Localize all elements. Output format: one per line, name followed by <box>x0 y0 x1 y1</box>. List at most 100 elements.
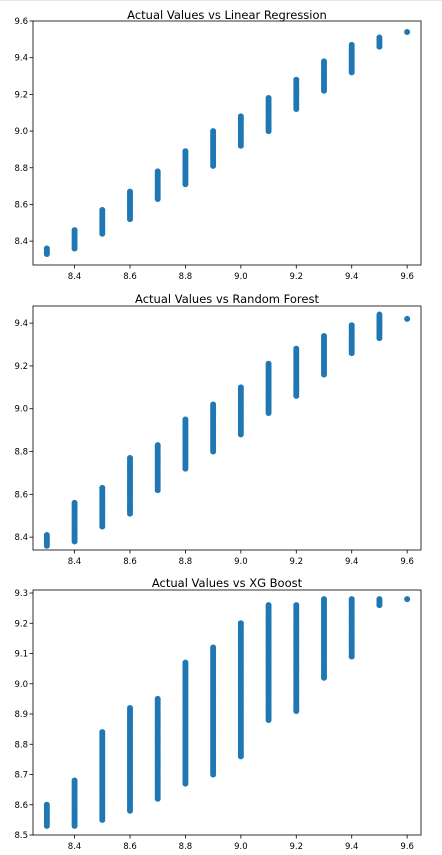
x-tick-label: 8.4 <box>68 842 82 850</box>
x-tick-label: 8.6 <box>123 272 137 282</box>
scatter-point <box>348 653 355 660</box>
x-tick-label: 8.6 <box>123 842 137 850</box>
chart-title: Actual Values vs Random Forest <box>135 292 319 306</box>
scatter-point <box>154 195 161 202</box>
scatter-point <box>376 335 383 342</box>
scatter-point <box>265 717 272 724</box>
scatter-point <box>182 465 189 472</box>
y-tick-label: 8.5 <box>14 831 28 841</box>
chart-panel-1: Actual Values vs Linear Regression 8.4 8.6… <box>14 8 422 282</box>
y-tick-label: 9.4 <box>14 319 28 329</box>
scatter-point <box>99 816 106 823</box>
chart-panel-3: Actual Values vs XG Boost 8.4 8.6 8.8 9.0 9.2… <box>14 576 422 852</box>
scatter-point <box>293 106 300 113</box>
scatter-point <box>182 181 189 188</box>
y-tick-label: 9.1 <box>14 650 28 660</box>
x-tick-label: 9.2 <box>290 272 304 282</box>
scatter-point <box>321 371 327 378</box>
x-tick-label: 9.2 <box>290 842 304 850</box>
x-tick-label: 9.0 <box>234 557 248 567</box>
y-axis: 8.4 8.6 8.8 9.0 9.2 9.4 9.6 <box>14 17 33 247</box>
scatter-points <box>43 596 411 829</box>
y-axis: 8.4 8.6 8.8 9.0 9.2 9.4 <box>14 319 33 543</box>
y-tick-label: 9.0 <box>14 680 28 690</box>
scatter-point <box>127 510 133 517</box>
chart-title: Actual Values vs XG Boost <box>152 576 303 590</box>
x-tick-label: 9.2 <box>290 557 304 567</box>
scatter-point <box>321 674 327 681</box>
x-tick-label: 8.6 <box>123 557 137 567</box>
y-tick-label: 9.4 <box>14 54 28 64</box>
y-tick-label: 8.4 <box>14 533 28 543</box>
top-divider <box>0 0 442 1</box>
scatter-point <box>99 523 106 530</box>
scatter-point <box>99 230 106 237</box>
x-tick-label: 9.6 <box>400 272 414 282</box>
y-tick-label: 8.8 <box>14 448 28 458</box>
scatter-point <box>293 392 300 399</box>
scatter-point <box>43 542 50 549</box>
scatter-point <box>43 250 50 257</box>
scatter-point <box>265 410 272 417</box>
y-tick-label: 9.2 <box>14 90 28 100</box>
scatter-point <box>71 538 78 545</box>
scatter-point <box>210 771 217 778</box>
scatter-point <box>293 707 300 714</box>
scatter-point <box>376 43 383 50</box>
y-tick-label: 8.4 <box>14 237 28 247</box>
x-axis: 8.4 8.6 8.8 9.0 9.2 9.4 9.6 <box>68 835 414 852</box>
plot-frame <box>32 589 422 836</box>
chart-title: Actual Values vs Linear Regression <box>127 8 327 22</box>
x-tick-label: 9.4 <box>345 842 359 850</box>
scatter-point <box>265 128 272 135</box>
plot-frame <box>32 305 422 551</box>
x-tick-label: 8.4 <box>68 557 82 567</box>
scatter-point <box>182 780 189 787</box>
x-tick-label: 8.8 <box>179 272 193 282</box>
y-tick-label: 8.6 <box>14 801 28 811</box>
y-axis: 8.5 8.6 8.7 8.8 8.9 9.0 9.1 9.2 9.3 <box>14 589 33 841</box>
scatter-point <box>127 216 133 223</box>
x-tick-label: 8.8 <box>179 842 193 850</box>
y-tick-label: 9.0 <box>14 127 28 137</box>
scatter-point <box>127 807 133 814</box>
scatter-point <box>237 431 244 438</box>
y-tick-label: 9.2 <box>14 619 28 629</box>
scatter-point <box>210 448 217 455</box>
plot-frame <box>32 20 422 266</box>
y-tick-label: 9.3 <box>14 589 28 599</box>
x-tick-label: 9.6 <box>400 557 414 567</box>
y-tick-label: 8.9 <box>14 710 28 720</box>
scatter-point <box>404 29 411 36</box>
y-tick-label: 8.6 <box>14 490 28 500</box>
scatter-point <box>348 350 355 357</box>
x-axis: 8.4 8.6 8.8 9.0 9.2 9.4 9.6 <box>68 550 414 567</box>
chart-panel-2: Actual Values vs Random Forest 8.4 8.6 8.8 9… <box>14 292 422 567</box>
y-tick-label: 8.8 <box>14 740 28 750</box>
scatter-points <box>43 311 411 549</box>
y-tick-label: 9.0 <box>14 405 28 415</box>
scatter-point <box>237 753 244 760</box>
scatter-point <box>321 87 327 94</box>
scatter-point <box>376 602 383 609</box>
scatter-point <box>71 245 78 252</box>
scatter-point <box>348 69 355 76</box>
scatter-point <box>237 142 244 149</box>
x-tick-label: 8.8 <box>179 557 193 567</box>
scatter-point <box>210 162 217 169</box>
scatter-point <box>71 822 78 829</box>
x-tick-label: 9.0 <box>234 272 248 282</box>
x-tick-label: 9.4 <box>345 272 359 282</box>
y-tick-label: 9.6 <box>14 17 28 27</box>
scatter-point <box>154 795 161 802</box>
x-axis: 8.4 8.6 8.8 9.0 9.2 9.4 9.6 <box>68 265 414 282</box>
x-tick-label: 9.4 <box>345 557 359 567</box>
scatter-point <box>404 596 411 603</box>
scatter-point <box>404 315 411 322</box>
y-tick-label: 8.7 <box>14 771 28 781</box>
x-tick-label: 9.0 <box>234 842 248 850</box>
y-tick-label: 9.2 <box>14 362 28 372</box>
y-tick-label: 8.8 <box>14 164 28 174</box>
x-tick-label: 8.4 <box>68 272 82 282</box>
